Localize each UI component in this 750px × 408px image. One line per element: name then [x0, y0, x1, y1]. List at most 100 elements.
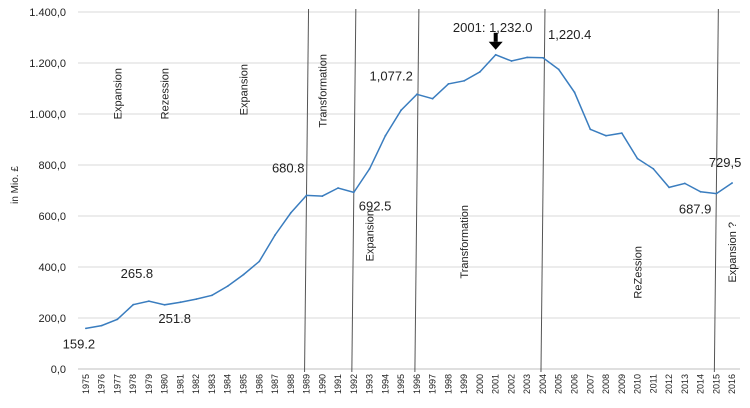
x-tick-label: 2004: [538, 374, 548, 394]
y-tick-label: 600,0: [38, 211, 66, 223]
x-tick-label: 2007: [585, 374, 595, 394]
x-tick-label: 1981: [176, 374, 186, 394]
x-tick-label: 2015: [711, 374, 721, 394]
y-tick-label: 400,0: [38, 262, 66, 274]
y-tick-label: 0,0: [51, 364, 66, 376]
phase-label: Transformation: [459, 205, 471, 279]
data-label: 680.8: [272, 160, 305, 175]
x-tick-label: 1996: [412, 374, 422, 394]
data-point: [132, 303, 135, 306]
data-point: [699, 190, 702, 193]
data-point: [258, 260, 261, 263]
x-tick-label: 1978: [128, 374, 138, 394]
data-point: [605, 134, 607, 137]
x-tick-label: 2014: [696, 374, 706, 394]
x-tick-label: 1983: [207, 374, 217, 394]
arrow-shaft: [493, 32, 498, 42]
x-tick-label: 1990: [317, 374, 327, 394]
data-label: 2001: 1,232.0: [453, 20, 533, 35]
data-point: [116, 318, 119, 321]
x-tick-label: 1999: [459, 374, 469, 394]
data-point: [321, 195, 324, 198]
data-label: 692.5: [359, 198, 392, 213]
x-tick-label: 1992: [349, 374, 359, 394]
y-tick-label: 800,0: [38, 160, 66, 172]
data-point: [211, 294, 213, 297]
x-tick-label: 2001: [491, 374, 501, 394]
data-label: 159.2: [63, 336, 96, 351]
x-axis-ticks: 1975 1976 1977 1978 1979 1980 1981 1982 1983 1984…: [81, 374, 737, 394]
phase-labels: Expansion Rezession Expansion Transformatio…: [112, 54, 739, 299]
data-point: [557, 68, 560, 71]
data-point: [179, 301, 182, 304]
x-tick-label: 1993: [365, 374, 375, 394]
phase-label: Expansion: [239, 64, 251, 115]
x-tick-label: 1976: [97, 374, 107, 394]
data-label: 687.9: [679, 202, 712, 217]
x-tick-label: 1994: [380, 374, 390, 394]
data-point: [447, 83, 450, 85]
phase-divider: [540, 8, 546, 373]
x-tick-label: 2003: [522, 374, 532, 394]
x-tick-label: 1997: [428, 374, 438, 394]
x-tick-label: 2010: [633, 374, 643, 394]
data-point: [289, 212, 292, 214]
data-label: 729,5: [709, 155, 742, 170]
x-tick-label: 1982: [191, 374, 201, 394]
y-tick-label: 1.000,0: [29, 109, 66, 121]
phase-label: Expansion ?: [727, 222, 739, 283]
x-tick-label: 1985: [239, 374, 249, 394]
data-labels: 159.2 265.8 251.8 680.8 692.5 1,077.2 2001: 1,…: [63, 20, 742, 352]
data-point: [274, 234, 276, 237]
data-point: [368, 167, 371, 170]
data-point: [620, 132, 623, 135]
data-point: [731, 182, 733, 184]
x-tick-label: 2000: [475, 374, 485, 394]
phase-divider: [414, 8, 420, 373]
data-point: [589, 128, 592, 131]
data-label: 1,077.2: [370, 68, 413, 83]
data-point: [542, 56, 544, 59]
data-label: 251.8: [158, 311, 191, 326]
x-tick-label: 1987: [270, 374, 280, 394]
data-point: [715, 192, 718, 195]
x-tick-label: 2013: [680, 374, 690, 394]
data-point: [526, 56, 529, 59]
phase-divider: [351, 8, 357, 373]
x-tick-label: 2011: [648, 374, 658, 393]
data-point: [416, 93, 418, 96]
data-point: [668, 186, 670, 189]
x-tick-label: 2009: [617, 374, 627, 394]
phase-label: Expansion: [365, 210, 377, 261]
gridlines: [78, 11, 740, 319]
x-tick-label: 1986: [254, 374, 264, 394]
data-point: [573, 91, 576, 94]
phase-label: Expansion: [112, 68, 124, 119]
x-tick-label: 2005: [554, 374, 564, 394]
data-point: [494, 53, 497, 56]
data-point: [636, 157, 639, 160]
x-tick-label: 1991: [333, 374, 343, 394]
y-tick-label: 200,0: [38, 313, 66, 325]
data-point: [352, 191, 355, 194]
x-tick-label: 1979: [144, 374, 154, 394]
data-point: [100, 324, 103, 327]
phase-label: Transformation: [317, 54, 329, 128]
phase-label: Rezession: [160, 68, 172, 119]
x-tick-label: 1989: [302, 374, 312, 394]
x-tick-label: 2008: [601, 374, 611, 394]
y-axis-label: in Mio. £: [10, 166, 21, 204]
x-tick-label: 1977: [112, 374, 122, 394]
x-tick-label: 2006: [570, 374, 580, 394]
data-point: [337, 187, 339, 189]
data-point: [85, 327, 87, 330]
data-point: [431, 97, 434, 100]
data-point: [305, 194, 308, 197]
data-point: [479, 71, 481, 73]
data-point: [163, 303, 166, 306]
data-point: [384, 134, 387, 137]
peak-arrow: [488, 32, 503, 50]
data-point: [195, 298, 198, 300]
